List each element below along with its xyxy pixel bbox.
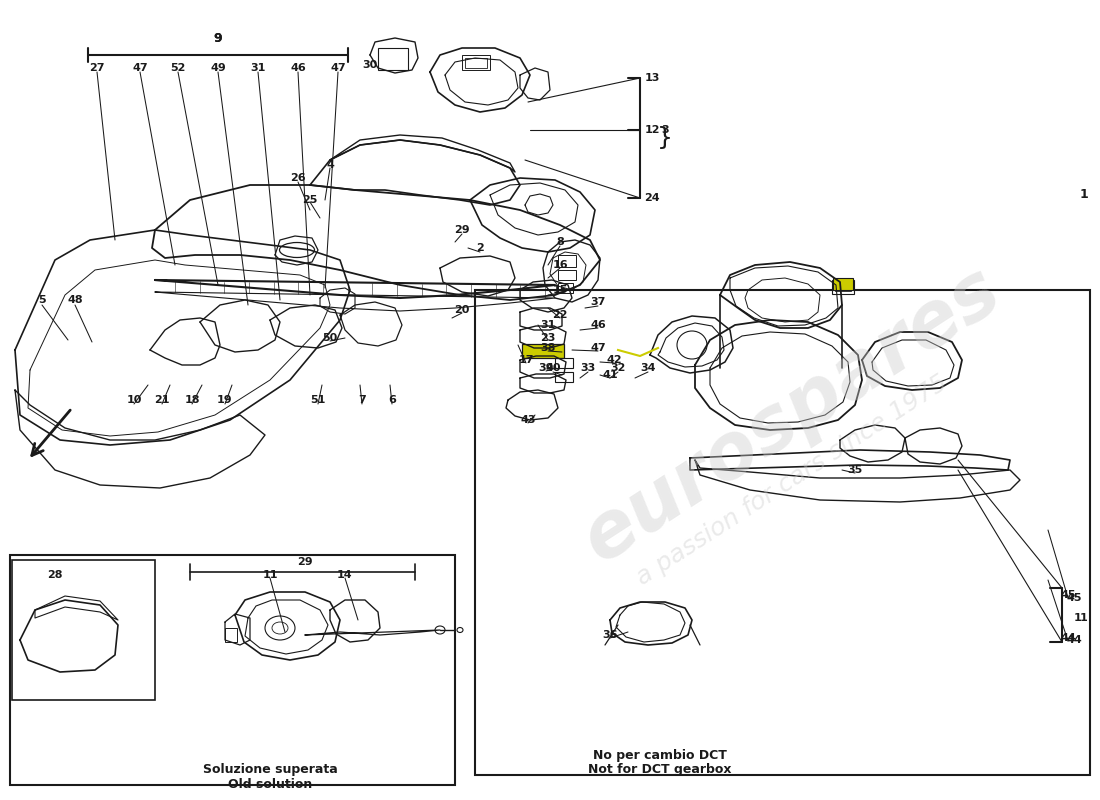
Text: 23: 23 <box>540 333 556 343</box>
Text: 4: 4 <box>326 160 334 170</box>
Text: eurospares: eurospares <box>570 254 1014 578</box>
Text: 31: 31 <box>251 63 266 73</box>
Text: 45: 45 <box>1066 593 1081 603</box>
Text: 31: 31 <box>540 320 556 330</box>
Text: 50: 50 <box>322 333 338 343</box>
Text: 27: 27 <box>89 63 104 73</box>
Text: 16: 16 <box>552 260 568 270</box>
Text: 6: 6 <box>388 395 396 405</box>
Bar <box>558 255 576 267</box>
Text: 30: 30 <box>362 60 377 70</box>
Text: 12: 12 <box>645 125 660 135</box>
Text: 11: 11 <box>262 570 277 580</box>
Text: 32: 32 <box>610 363 626 373</box>
Text: Not for DCT gearbox: Not for DCT gearbox <box>588 762 732 775</box>
Text: 2: 2 <box>476 243 484 253</box>
Text: 47: 47 <box>330 63 345 73</box>
Text: 38: 38 <box>540 343 556 353</box>
Text: 25: 25 <box>302 195 318 205</box>
Text: 22: 22 <box>552 310 568 320</box>
Text: 49: 49 <box>210 63 225 73</box>
Text: 36: 36 <box>603 630 618 640</box>
Bar <box>10 555 455 785</box>
Text: 15: 15 <box>552 285 568 295</box>
Text: 44: 44 <box>1066 635 1082 645</box>
Bar <box>475 290 1090 775</box>
Bar <box>558 270 576 280</box>
Bar <box>556 372 573 382</box>
Text: 24: 24 <box>645 193 660 203</box>
Text: 33: 33 <box>581 363 595 373</box>
Text: 44: 44 <box>1060 633 1076 643</box>
Text: 52: 52 <box>170 63 186 73</box>
Text: 10: 10 <box>126 395 142 405</box>
Bar <box>378 48 408 70</box>
Text: 14: 14 <box>338 570 353 580</box>
Text: 46: 46 <box>290 63 306 73</box>
Text: 47: 47 <box>132 63 147 73</box>
Bar <box>835 283 851 291</box>
Text: 5: 5 <box>39 295 46 305</box>
Bar <box>556 358 573 368</box>
Text: 19: 19 <box>217 395 233 405</box>
Text: }: } <box>657 126 673 150</box>
Bar <box>833 278 853 290</box>
Text: 35: 35 <box>847 465 862 475</box>
Bar <box>832 280 854 294</box>
Bar <box>226 628 236 642</box>
Text: 43: 43 <box>520 415 536 425</box>
Text: 45: 45 <box>1060 590 1076 600</box>
Text: 1: 1 <box>1074 613 1082 623</box>
Text: 42: 42 <box>606 355 621 365</box>
Text: 46: 46 <box>590 320 606 330</box>
Text: 3: 3 <box>661 125 669 135</box>
Text: 26: 26 <box>290 173 306 183</box>
Bar <box>558 283 573 293</box>
Bar <box>465 58 487 68</box>
Text: 9: 9 <box>213 31 222 45</box>
Text: 9: 9 <box>213 31 222 45</box>
Text: 17: 17 <box>518 355 534 365</box>
Text: 7: 7 <box>359 395 366 405</box>
FancyBboxPatch shape <box>522 344 564 358</box>
Bar <box>12 560 155 700</box>
Text: Old solution: Old solution <box>228 778 312 790</box>
Text: a passion for cars since 1975: a passion for cars since 1975 <box>632 370 952 590</box>
Text: 8: 8 <box>557 237 564 247</box>
Text: 41: 41 <box>602 370 618 380</box>
Text: 13: 13 <box>645 73 660 83</box>
Text: 29: 29 <box>297 557 312 567</box>
Text: 37: 37 <box>591 297 606 307</box>
Text: 20: 20 <box>454 305 470 315</box>
Text: 29: 29 <box>454 225 470 235</box>
Text: 39: 39 <box>538 363 553 373</box>
Text: 18: 18 <box>185 395 200 405</box>
Text: 21: 21 <box>154 395 169 405</box>
Text: 48: 48 <box>67 295 82 305</box>
Text: 28: 28 <box>47 570 63 580</box>
Text: 1: 1 <box>1080 613 1088 623</box>
Text: 40: 40 <box>546 363 561 373</box>
Text: No per cambio DCT: No per cambio DCT <box>593 749 727 762</box>
Text: 1: 1 <box>1079 189 1088 202</box>
Text: Soluzione superata: Soluzione superata <box>202 763 338 777</box>
Text: 51: 51 <box>310 395 326 405</box>
Text: 34: 34 <box>640 363 656 373</box>
Text: 47: 47 <box>591 343 606 353</box>
Bar <box>462 55 490 70</box>
